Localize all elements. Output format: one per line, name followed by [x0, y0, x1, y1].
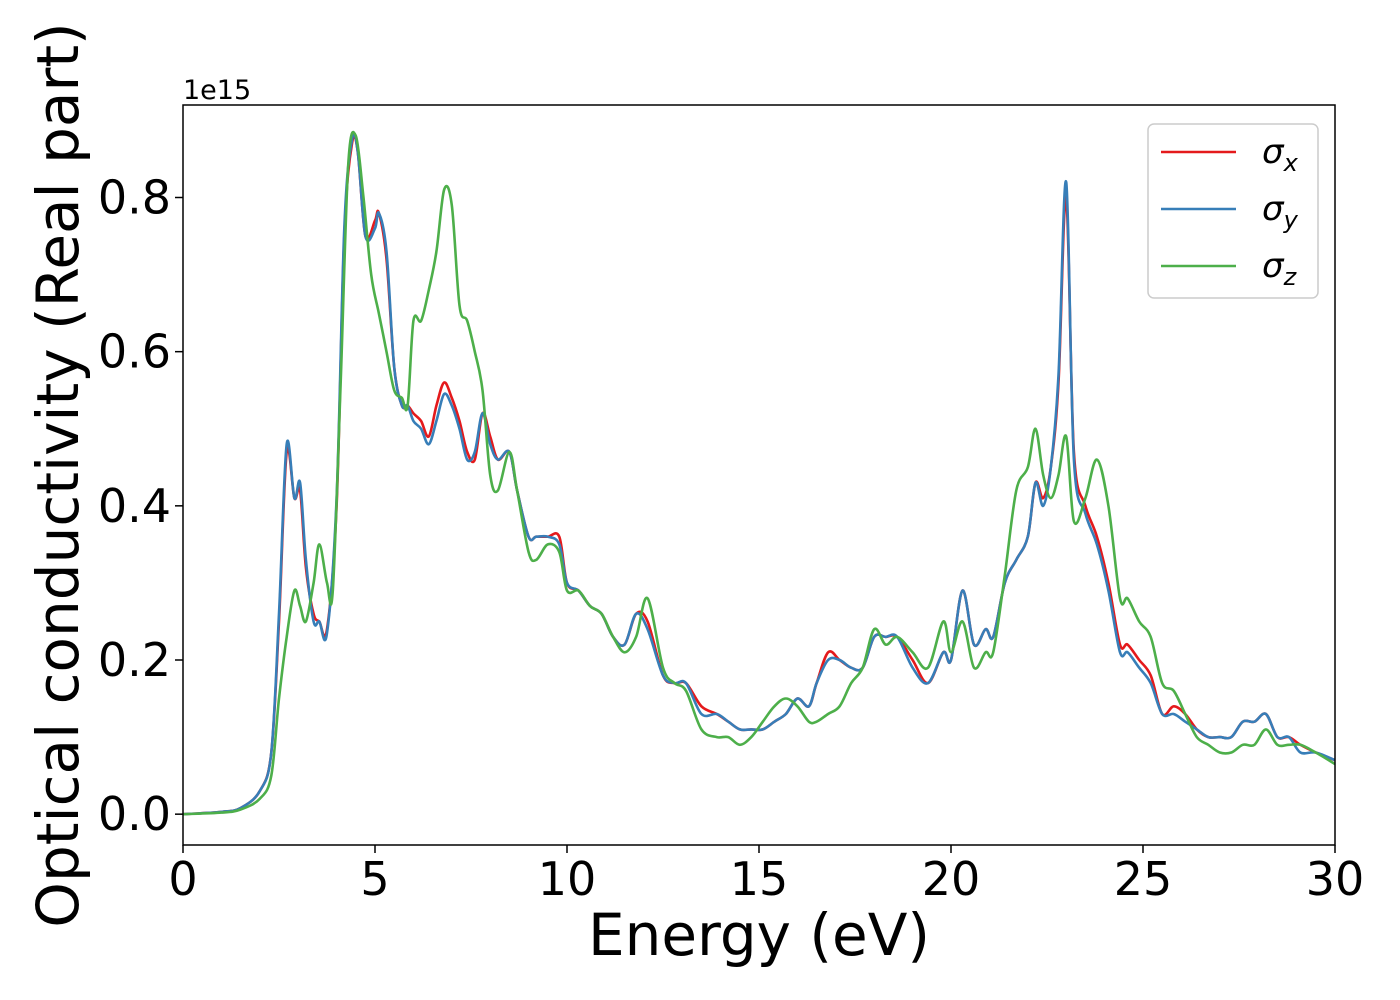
y-axis-ticks: 0.0 0.2 0.4 0.6 0.8: [98, 171, 183, 841]
y-tick-label: 0.2: [98, 633, 171, 687]
y-tick-label: 0.4: [98, 479, 171, 533]
legend-label-sigma-y: σy: [1262, 189, 1299, 234]
x-tick-label: 10: [538, 852, 597, 906]
x-tick-label: 5: [360, 852, 389, 906]
y-tick-label: 0.0: [98, 787, 171, 841]
x-tick-label: 30: [1306, 852, 1365, 906]
series-layer: [183, 130, 1335, 816]
x-tick-label: 15: [730, 852, 789, 906]
series-line-sigma-z: [183, 130, 1335, 816]
y-axis-title: Optical conductivity (Real part): [24, 22, 92, 927]
x-axis-title: Energy (eV): [588, 901, 930, 969]
y-tick-label: 0.6: [98, 325, 171, 379]
y-offset-label: 1e15: [183, 75, 251, 106]
legend-box: [1147, 123, 1319, 299]
x-axis-ticks: 0 5 10 15 20 25 30: [168, 845, 1364, 906]
x-tick-label: 25: [1114, 852, 1173, 906]
y-tick-label: 0.8: [98, 171, 171, 225]
x-tick-label: 0: [168, 852, 197, 906]
x-tick-label: 20: [922, 852, 981, 906]
legend-label-sigma-x: σx: [1262, 132, 1299, 177]
